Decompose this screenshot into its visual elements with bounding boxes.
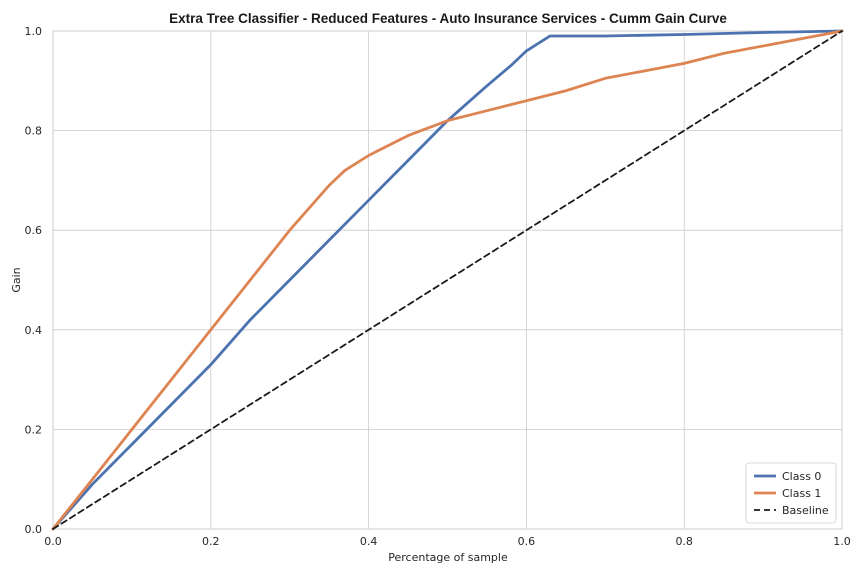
series-line-class-0 bbox=[51, 29, 844, 531]
legend: Class 0 Class 1 Baseline bbox=[745, 462, 837, 524]
x-tick-label: 1.0 bbox=[833, 535, 851, 548]
legend-label: Class 0 bbox=[782, 470, 821, 483]
x-axis-label: Percentage of sample bbox=[388, 551, 508, 564]
x-tick-label: 0.0 bbox=[44, 535, 62, 548]
y-tick-label: 0.0 bbox=[25, 523, 43, 536]
legend-label: Baseline bbox=[782, 504, 829, 517]
series-line-baseline bbox=[52, 30, 843, 530]
y-axis-label: Gain bbox=[10, 267, 23, 292]
x-tick-label: 0.4 bbox=[360, 535, 378, 548]
legend-label: Class 1 bbox=[782, 487, 821, 500]
x-tick-label: 0.2 bbox=[202, 535, 220, 548]
chart-title: Extra Tree Classifier - Reduced Features… bbox=[169, 11, 727, 26]
y-tick-label: 0.4 bbox=[25, 324, 43, 337]
series-line-class-1 bbox=[51, 29, 844, 531]
x-tick-label: 0.6 bbox=[518, 535, 536, 548]
series-layer bbox=[51, 29, 844, 531]
y-tick-label: 0.6 bbox=[25, 224, 43, 237]
y-tick-label: 0.2 bbox=[25, 423, 43, 436]
x-tick-label: 0.8 bbox=[675, 535, 693, 548]
y-tick-label: 1.0 bbox=[25, 25, 43, 38]
y-tick-label: 0.8 bbox=[25, 125, 43, 138]
legend-box bbox=[745, 462, 837, 524]
plot-frame bbox=[52, 30, 843, 530]
tick-labels: 0.0 0.2 0.4 0.6 0.8 1.0 0.0 0.2 0.4 0.6 0.8 1.0 bbox=[25, 25, 851, 548]
